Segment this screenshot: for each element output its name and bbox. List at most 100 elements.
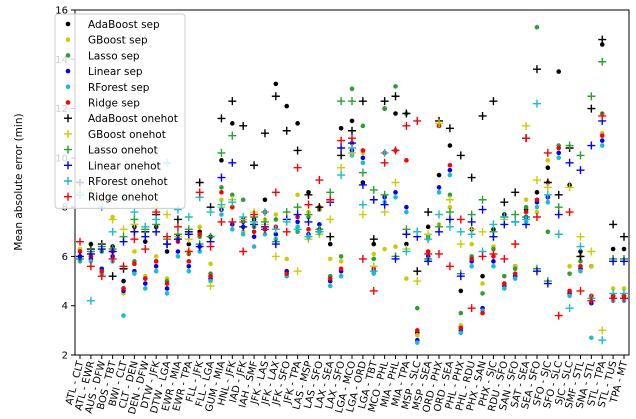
data-point bbox=[230, 204, 235, 210]
data-point bbox=[456, 240, 465, 249]
data-point bbox=[404, 204, 409, 210]
data-point bbox=[576, 252, 585, 261]
data-point bbox=[251, 229, 257, 235]
data-point bbox=[436, 185, 442, 190]
data-point bbox=[217, 148, 226, 157]
data-point bbox=[260, 208, 269, 217]
data-point bbox=[480, 291, 485, 296]
data-point bbox=[543, 183, 552, 192]
data-point bbox=[424, 208, 433, 217]
data-point bbox=[500, 198, 509, 207]
data-point bbox=[458, 325, 464, 331]
data-point bbox=[184, 247, 193, 256]
data-point bbox=[456, 272, 465, 281]
data-point bbox=[576, 242, 585, 251]
data-point bbox=[119, 262, 128, 271]
data-point bbox=[565, 141, 574, 150]
data-point bbox=[467, 217, 476, 226]
data-point bbox=[304, 232, 313, 241]
data-point bbox=[380, 190, 389, 199]
data-point bbox=[327, 276, 333, 281]
data-point bbox=[293, 146, 302, 155]
data-point bbox=[511, 217, 520, 226]
legend-marker bbox=[64, 114, 72, 123]
data-point bbox=[402, 121, 411, 130]
data-point bbox=[435, 227, 444, 236]
data-point bbox=[556, 145, 562, 151]
data-point bbox=[382, 106, 387, 111]
data-point bbox=[480, 273, 485, 279]
data-point bbox=[206, 242, 215, 251]
data-point bbox=[86, 249, 95, 258]
data-point bbox=[304, 217, 313, 226]
data-point bbox=[534, 24, 540, 30]
data-point bbox=[522, 134, 531, 143]
data-point bbox=[469, 263, 474, 269]
data-point bbox=[380, 158, 389, 167]
data-point bbox=[523, 209, 529, 215]
data-point bbox=[380, 208, 389, 217]
data-point bbox=[545, 199, 551, 205]
data-point bbox=[424, 235, 433, 244]
data-point bbox=[306, 227, 311, 232]
data-point bbox=[609, 220, 618, 229]
data-point bbox=[522, 215, 531, 224]
data-point bbox=[228, 198, 237, 207]
data-point bbox=[173, 235, 182, 244]
data-point bbox=[478, 227, 487, 236]
data-point bbox=[598, 35, 607, 44]
data-point bbox=[295, 192, 300, 198]
data-point bbox=[358, 168, 367, 177]
data-point bbox=[413, 227, 422, 236]
data-point bbox=[587, 104, 596, 113]
data-point bbox=[195, 242, 204, 251]
data-point bbox=[458, 330, 464, 336]
data-point bbox=[599, 133, 605, 138]
data-point bbox=[565, 304, 574, 313]
data-point bbox=[293, 225, 302, 234]
data-point bbox=[621, 286, 627, 291]
data-point bbox=[598, 326, 607, 335]
data-point bbox=[500, 220, 509, 229]
data-point bbox=[326, 188, 335, 197]
data-point bbox=[587, 247, 596, 256]
data-point bbox=[567, 293, 572, 299]
data-point bbox=[491, 263, 496, 269]
data-point bbox=[511, 240, 520, 249]
data-point bbox=[556, 155, 562, 161]
data-point bbox=[338, 273, 344, 279]
data-point bbox=[208, 261, 213, 267]
data-point bbox=[491, 259, 496, 264]
data-point bbox=[163, 232, 172, 241]
data-point bbox=[348, 134, 356, 143]
data-point bbox=[489, 249, 498, 258]
data-point bbox=[576, 151, 585, 160]
data-point bbox=[402, 230, 411, 239]
data-point bbox=[445, 222, 454, 231]
data-point bbox=[348, 144, 356, 152]
legend-marker bbox=[65, 100, 71, 105]
data-point bbox=[338, 125, 344, 131]
data-point bbox=[445, 215, 454, 224]
data-point bbox=[337, 151, 346, 160]
data-point bbox=[273, 212, 279, 217]
data-point bbox=[445, 262, 454, 271]
data-point bbox=[251, 244, 257, 249]
data-point bbox=[576, 166, 585, 175]
data-point bbox=[348, 126, 356, 135]
data-point bbox=[284, 271, 290, 276]
data-point bbox=[271, 225, 280, 234]
data-point bbox=[435, 119, 444, 128]
data-point bbox=[534, 190, 540, 195]
data-point bbox=[304, 200, 313, 209]
data-point bbox=[152, 215, 161, 224]
data-point bbox=[152, 227, 161, 236]
data-point bbox=[598, 111, 607, 120]
data-point bbox=[489, 232, 498, 241]
data-point bbox=[511, 188, 520, 197]
data-point bbox=[478, 205, 487, 214]
data-point bbox=[239, 247, 248, 256]
data-point bbox=[567, 288, 572, 294]
data-point bbox=[130, 208, 139, 217]
data-point bbox=[371, 241, 377, 247]
